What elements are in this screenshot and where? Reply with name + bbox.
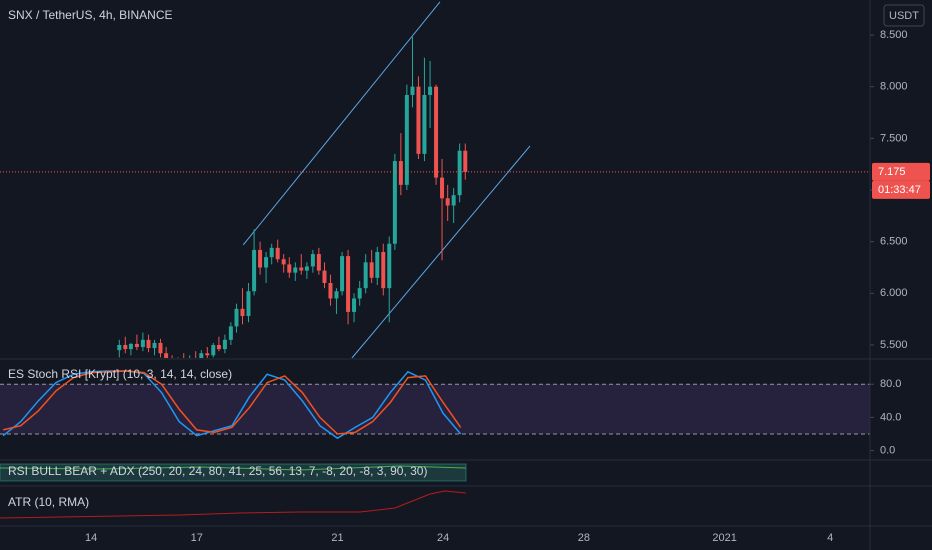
candle-body bbox=[258, 249, 263, 268]
candle-body bbox=[140, 339, 145, 348]
chart-title: SNX / TetherUS, 4h, BINANCE bbox=[8, 8, 173, 22]
y-tick-label: 6.500 bbox=[880, 236, 908, 248]
candle-body bbox=[164, 353, 169, 358]
candle-body bbox=[146, 339, 151, 349]
indicator-title: ES Stoch RSI [Krypt] (10, 3, 14, 14, clo… bbox=[8, 367, 232, 381]
candle-body bbox=[369, 262, 374, 278]
candle-body bbox=[299, 267, 304, 271]
candle-body bbox=[205, 353, 210, 356]
x-tick-label: 28 bbox=[578, 532, 590, 544]
candle-body bbox=[287, 264, 292, 273]
candle-body bbox=[117, 344, 122, 351]
candle-body bbox=[176, 360, 180, 365]
candle-body bbox=[334, 291, 339, 299]
stoch-pane bbox=[0, 370, 870, 440]
indicator-title: ATR (10, RMA) bbox=[8, 495, 89, 509]
candle-body bbox=[304, 266, 309, 271]
y-tick-label: 6.000 bbox=[880, 287, 908, 299]
candle-body bbox=[352, 298, 357, 312]
candle-body bbox=[275, 247, 280, 260]
candle-body bbox=[392, 161, 397, 244]
candle-body bbox=[463, 150, 468, 172]
candle-body bbox=[281, 259, 286, 265]
last-price-box bbox=[872, 162, 930, 181]
candle-body bbox=[252, 249, 257, 292]
candle-body bbox=[240, 308, 245, 317]
candle-body bbox=[387, 243, 392, 289]
candle-body bbox=[328, 282, 333, 299]
candle-body bbox=[222, 339, 227, 350]
x-tick-label: 17 bbox=[191, 532, 203, 544]
candle-body bbox=[310, 254, 315, 267]
candle-body bbox=[182, 360, 186, 364]
candle-body bbox=[216, 344, 221, 350]
currency-button[interactable] bbox=[883, 4, 925, 27]
y-tick-label: 0.0 bbox=[880, 445, 895, 457]
candle-body bbox=[457, 150, 462, 196]
candle-body bbox=[398, 161, 403, 185]
candle-body bbox=[123, 344, 128, 350]
candle-body bbox=[440, 177, 445, 199]
atr-line bbox=[0, 490, 467, 519]
candle-body bbox=[410, 86, 415, 95]
countdown-box bbox=[872, 180, 930, 199]
stoch-line bbox=[2, 370, 462, 435]
candle-body bbox=[363, 262, 368, 289]
candle-body bbox=[128, 343, 133, 350]
stoch-line bbox=[2, 370, 462, 440]
candle-body bbox=[375, 251, 380, 278]
trend-line bbox=[351, 145, 531, 358]
candle-body bbox=[346, 256, 351, 312]
candle-body bbox=[357, 288, 362, 299]
y-tick-label: 5.500 bbox=[880, 339, 908, 351]
y-tick-label: 8.000 bbox=[880, 81, 908, 93]
rsi-bull-bear-line bbox=[0, 465, 467, 471]
candle-body bbox=[381, 251, 386, 289]
candle-body bbox=[416, 86, 421, 154]
candle-body bbox=[246, 291, 251, 317]
price-pane bbox=[0, 1, 870, 366]
candle-body bbox=[211, 344, 216, 356]
y-tick-label: 80.0 bbox=[880, 378, 901, 390]
candle-body bbox=[451, 195, 456, 206]
candle-body bbox=[269, 247, 274, 258]
indicator-title: RSI BULL BEAR + ADX (250, 20, 24, 80, 41… bbox=[8, 464, 427, 478]
x-tick-label: 21 bbox=[331, 532, 343, 544]
y-tick-label: 8.500 bbox=[880, 29, 908, 41]
candle-body bbox=[234, 308, 239, 327]
candle-body bbox=[428, 86, 433, 95]
candle-body bbox=[158, 342, 163, 354]
y-tick-label: 40.0 bbox=[880, 411, 901, 423]
candle-body bbox=[434, 86, 439, 178]
x-tick-label: 24 bbox=[437, 532, 449, 544]
last-price-label: 7.175 bbox=[878, 166, 906, 178]
candle-body bbox=[404, 94, 409, 185]
candle-body bbox=[228, 326, 233, 340]
candle-body bbox=[293, 267, 298, 273]
y-tick-label: 7.500 bbox=[880, 132, 908, 144]
countdown-label: 01:33:47 bbox=[878, 184, 921, 196]
trend-line bbox=[242, 1, 441, 246]
stoch-band bbox=[0, 384, 870, 435]
currency-label[interactable]: USDT bbox=[889, 10, 919, 22]
candle-body bbox=[152, 342, 157, 349]
candle-body bbox=[322, 270, 327, 283]
x-tick-label: 4 bbox=[827, 532, 833, 544]
candle-body bbox=[264, 257, 269, 268]
candle-body bbox=[340, 256, 345, 292]
candle-body bbox=[199, 353, 204, 358]
candle-body bbox=[316, 254, 321, 271]
x-tick-label: 14 bbox=[85, 532, 97, 544]
x-tick-label: 2021 bbox=[712, 532, 736, 544]
candle-body bbox=[445, 198, 450, 206]
candle-body bbox=[170, 362, 174, 366]
candle-body bbox=[422, 94, 427, 154]
candle-body bbox=[134, 343, 139, 348]
